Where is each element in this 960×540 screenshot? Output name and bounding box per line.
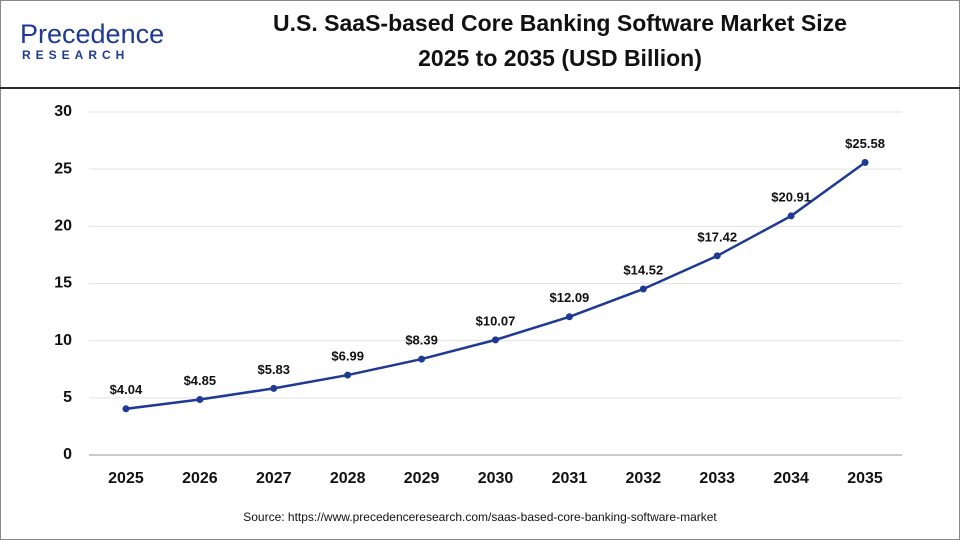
x-tick-label: 2034 [773,470,809,487]
x-tick-label: 2031 [552,470,588,487]
x-tick-label: 2035 [847,470,883,487]
x-tick-label: 2026 [182,470,218,487]
point [713,252,721,260]
value-label: $17.42 [697,229,737,244]
point [344,371,352,379]
y-tick-label: 30 [54,103,72,120]
point [639,285,647,293]
x-tick-label: 2027 [256,470,292,487]
point [122,405,130,413]
y-tick-label: 15 [54,275,72,292]
x-tick-label: 2030 [478,470,514,487]
x-tick-label: 2025 [108,470,144,487]
chart-title: U.S. SaaS-based Core Banking Software Ma… [273,10,847,36]
point [565,313,573,321]
y-tick-label: 20 [54,218,72,235]
logo-name: Precedence [20,19,164,49]
x-tick-label: 2029 [404,470,440,487]
y-tick-label: 5 [63,389,72,406]
value-label: $8.39 [405,333,438,348]
y-tick-label: 10 [54,332,72,349]
point [196,396,204,404]
value-label: $25.58 [845,136,885,151]
logo-tagline: RESEARCH [22,48,129,62]
value-label: $6.99 [331,349,364,364]
x-tick-label: 2028 [330,470,366,487]
source: Source: https://www.precedenceresearch.c… [243,510,717,524]
point [861,159,869,167]
value-label: $4.04 [110,382,143,397]
point [418,355,426,363]
x-tick-label: 2033 [699,470,735,487]
value-label: $14.52 [623,262,663,277]
value-label: $20.91 [771,189,811,204]
point [270,384,278,392]
point [492,336,499,344]
value-label: $10.07 [476,313,516,328]
value-label: $5.83 [257,362,290,377]
value-label: $4.85 [184,373,217,388]
y-tick-label: 25 [54,160,72,177]
chart-title: 2025 to 2035 (USD Billion) [418,45,702,71]
point [787,212,795,220]
x-tick-label: 2032 [626,470,662,487]
value-label: $12.09 [550,290,590,305]
y-tick-label: 0 [63,446,72,463]
